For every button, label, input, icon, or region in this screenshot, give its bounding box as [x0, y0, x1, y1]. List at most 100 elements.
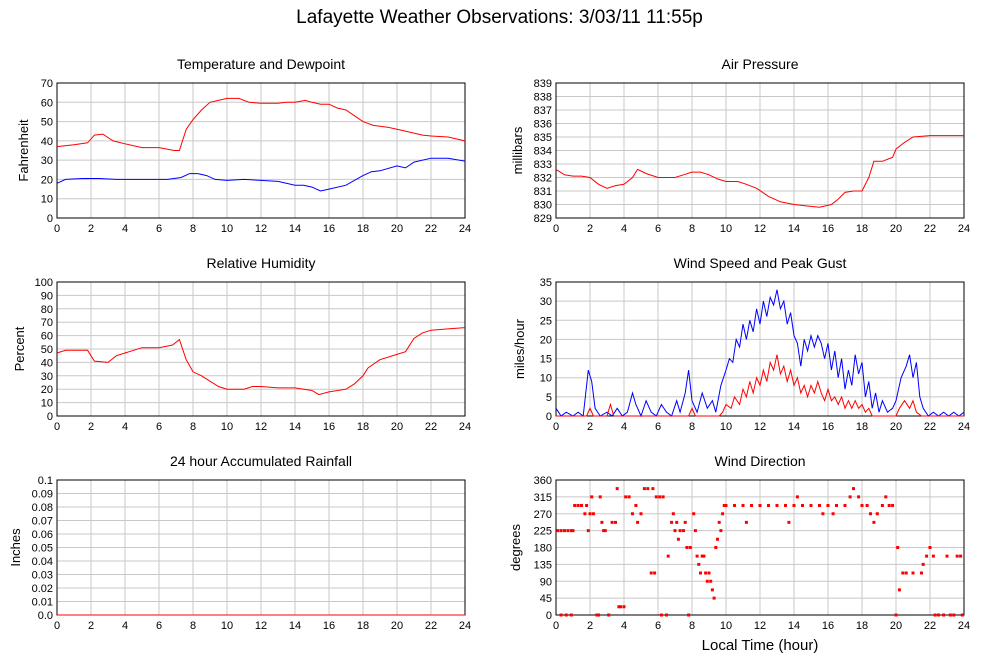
data-point	[595, 613, 599, 617]
data-point	[678, 529, 682, 533]
y-tick-label: 0.05	[32, 543, 53, 555]
panel-rainfall: 0 2 4 6 8 10 12 14 16 18 20 22 240.00.010.020.030.04…	[8, 453, 471, 632]
data-point	[959, 554, 963, 558]
x-tick-label: 20	[391, 421, 403, 433]
data-point	[566, 529, 570, 533]
x-tick-label: 18	[357, 421, 369, 433]
x-tick-label: 12	[754, 620, 766, 632]
data-point	[666, 554, 670, 558]
data-point	[564, 613, 568, 617]
x-tick-label: 10	[720, 223, 732, 235]
data-point	[705, 579, 709, 583]
x-tick-label: 16	[822, 421, 834, 433]
x-tick-label: 8	[689, 620, 695, 632]
data-point	[921, 562, 925, 566]
x-tick-label: 14	[289, 421, 301, 433]
x-tick-label: 4	[621, 223, 627, 235]
x-tick-label: 10	[221, 620, 233, 632]
page-title: Lafayette Weather Observations: 3/03/11 …	[296, 7, 703, 28]
panel-temperature: 0 2 4 6 8 10 12 14 16 18 20 22 24010203040506070Temp…	[16, 56, 471, 235]
plot-frame	[555, 479, 965, 616]
data-point	[685, 546, 689, 549]
data-point	[700, 554, 704, 558]
x-tick-label: 18	[357, 223, 369, 235]
y-tick-label: 50	[41, 344, 53, 356]
x-tick-label: 24	[958, 223, 970, 235]
y-tick-label: 100	[35, 277, 53, 289]
x-tick-label: 6	[156, 223, 162, 235]
data-point	[627, 495, 631, 499]
x-tick-label: 20	[890, 421, 902, 433]
x-tick-label: 18	[856, 421, 868, 433]
x-tick-label: 22	[924, 421, 936, 433]
x-tick-label: 16	[822, 223, 834, 235]
x-tick-label: 10	[221, 421, 233, 433]
data-point	[585, 504, 589, 507]
y-tick-label: 839	[534, 78, 552, 90]
x-tick-label: 16	[323, 620, 335, 632]
data-point	[693, 529, 697, 533]
x-tick-label: 0	[54, 620, 60, 632]
y-tick-label: 5	[546, 392, 552, 404]
data-point	[865, 504, 869, 507]
data-point	[600, 520, 604, 524]
x-tick-label: 8	[190, 223, 196, 235]
x-tick-label: 12	[255, 421, 267, 433]
x-tick-label: 14	[289, 223, 301, 235]
data-point	[710, 588, 714, 592]
y-tick-label: 30	[41, 371, 53, 383]
x-tick-label: 4	[621, 421, 627, 433]
x-tick-label: 18	[856, 620, 868, 632]
data-point	[636, 520, 640, 524]
data-point	[722, 504, 726, 507]
data-point	[758, 504, 762, 507]
y-tick-label: 135	[534, 559, 552, 571]
x-tick-label: 20	[391, 223, 403, 235]
data-point	[624, 495, 628, 499]
y-tick-label: 60	[41, 97, 53, 109]
y-tick-label: 360	[534, 475, 552, 487]
y-tick-label: 837	[534, 105, 552, 117]
x-tick-label: 8	[689, 421, 695, 433]
x-tick-label: 22	[924, 620, 936, 632]
data-point	[687, 613, 691, 617]
panel-title: Temperature and Dewpoint	[177, 56, 345, 72]
data-point	[911, 571, 915, 575]
data-point	[896, 546, 900, 549]
y-tick-label: 0.03	[32, 570, 53, 582]
data-point	[775, 504, 779, 507]
x-tick-label: 8	[689, 223, 695, 235]
data-point	[653, 571, 657, 575]
y-tick-label: 20	[41, 174, 53, 186]
data-point	[942, 613, 946, 617]
panel-title: 24 hour Accumulated Rainfall	[170, 453, 352, 469]
data-point	[712, 596, 716, 600]
y-tick-label: 829	[534, 213, 552, 225]
data-point	[573, 504, 577, 507]
x-tick-label: 10	[720, 421, 732, 433]
plot-frame	[56, 82, 466, 219]
data-point	[948, 613, 952, 617]
x-tick-label: 12	[754, 223, 766, 235]
y-tick-label: 10	[41, 194, 53, 206]
data-point	[880, 504, 884, 507]
data-point	[702, 554, 706, 558]
x-tick-label: 4	[122, 223, 128, 235]
data-point	[699, 571, 702, 575]
data-point	[904, 571, 908, 575]
data-point	[821, 512, 825, 516]
y-tick-label: 0	[546, 411, 552, 423]
panel-humidity: 0 2 4 6 8 10 12 14 16 18 20 22 240102030405060708090…	[12, 255, 471, 433]
data-point	[792, 504, 796, 507]
data-point	[952, 613, 956, 617]
y-tick-label: 50	[41, 117, 53, 129]
data-point	[673, 529, 677, 533]
data-point	[887, 504, 891, 507]
y-tick-label: 833	[534, 159, 552, 171]
x-tick-label: 6	[156, 421, 162, 433]
data-point	[590, 495, 594, 499]
y-tick-label: 836	[534, 119, 552, 131]
data-point	[619, 605, 623, 609]
y-tick-label: 0.02	[32, 583, 53, 595]
